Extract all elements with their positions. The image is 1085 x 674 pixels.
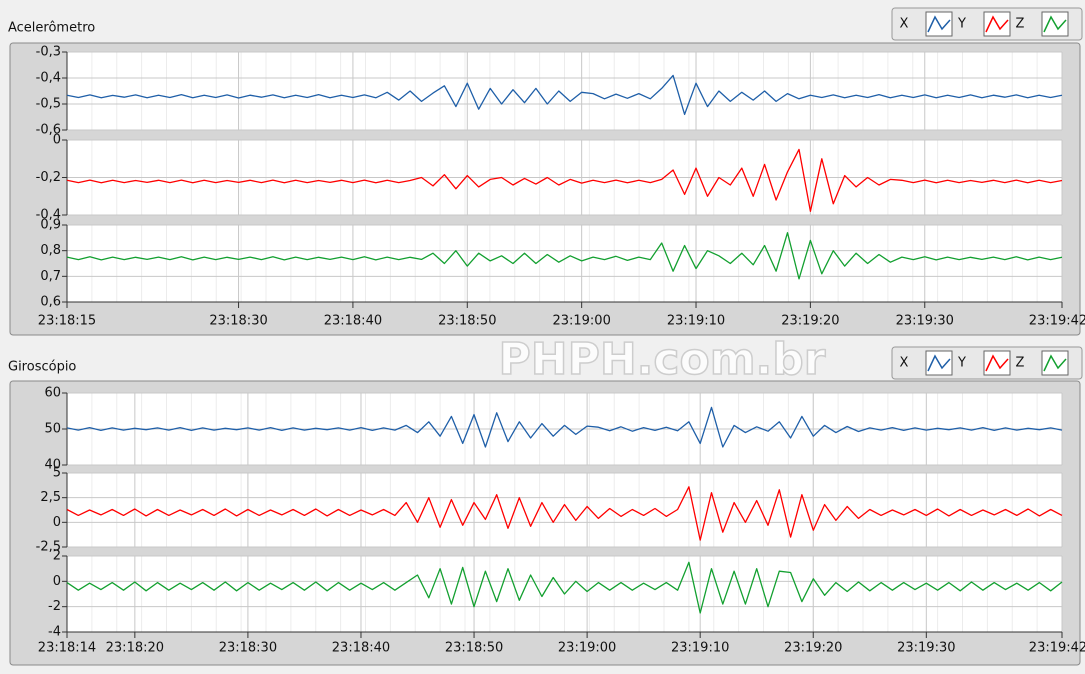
y-tick-label: -0,6 [36, 123, 61, 138]
y-tick-label: -0,5 [36, 97, 61, 112]
y-tick-label: 40 [44, 458, 61, 473]
x-tick-label: 23:18:40 [324, 314, 382, 329]
legend-label: Y [957, 17, 966, 32]
watermark: PHPH.com.br [499, 334, 826, 385]
y-tick-label: -0,4 [36, 208, 61, 223]
y-tick-label: 0,9 [40, 218, 61, 233]
y-tick-label: -0,3 [36, 45, 61, 60]
y-tick-label: -4 [48, 625, 61, 640]
series-line [66, 232, 1063, 280]
legend-swatch [1043, 354, 1067, 372]
y-tick-label: -2 [48, 599, 61, 614]
legend-icon [925, 11, 953, 37]
y-tick-label: 0 [53, 574, 61, 589]
legend-swatch [985, 15, 1009, 33]
x-tick-label: 23:19:20 [784, 641, 842, 656]
y-tick-label: -0,4 [36, 71, 61, 86]
x-tick-label: 23:19:00 [552, 314, 610, 329]
series-line [66, 486, 1063, 541]
y-tick-label: 0,7 [40, 269, 61, 284]
x-tick-label: 23:19:42 [1029, 314, 1085, 329]
y-tick-label: 60 [44, 386, 61, 401]
series-line [66, 561, 1063, 614]
legend-label: X [900, 356, 909, 371]
series-line [66, 148, 1063, 212]
legend-swatch [927, 15, 951, 33]
y-tick-label: 0,8 [40, 243, 61, 258]
x-tick-label: 23:19:30 [897, 641, 955, 656]
legend-swatch [1043, 15, 1067, 33]
y-tick-label: 50 [44, 422, 61, 437]
chart-title: Acelerômetro [8, 21, 95, 36]
legend-swatch [927, 354, 951, 372]
legend-swatch [985, 354, 1009, 372]
legend-label: Z [1016, 17, 1025, 32]
legend-label: X [900, 17, 909, 32]
x-tick-label: 23:18:50 [438, 314, 496, 329]
x-tick-label: 23:18:30 [209, 314, 267, 329]
x-tick-label: 23:18:30 [219, 641, 277, 656]
x-tick-label: 23:19:30 [896, 314, 954, 329]
series-line [66, 74, 1063, 116]
y-tick-label: 2 [53, 549, 61, 564]
y-tick-label: 0 [53, 133, 61, 148]
legend-label: Y [957, 356, 966, 371]
y-tick-label: -0,2 [36, 170, 61, 185]
x-tick-label: 23:18:14 [38, 641, 96, 656]
x-tick-label: 23:18:50 [445, 641, 503, 656]
series-line [66, 406, 1063, 448]
chart-title: Giroscópio [8, 360, 76, 375]
y-tick-label: -2,5 [36, 540, 61, 555]
y-tick-label: 2,5 [40, 490, 61, 505]
x-tick-label: 23:19:10 [667, 314, 725, 329]
y-tick-label: 0,6 [40, 295, 61, 310]
x-tick-label: 23:19:00 [558, 641, 616, 656]
y-tick-label: 0 [53, 515, 61, 530]
x-tick-label: 23:19:20 [781, 314, 839, 329]
x-tick-label: 23:18:40 [332, 641, 390, 656]
x-tick-label: 23:19:42 [1029, 641, 1085, 656]
x-tick-label: 23:18:15 [38, 314, 96, 329]
x-tick-label: 23:18:20 [106, 641, 164, 656]
x-tick-label: 23:19:10 [671, 641, 729, 656]
y-tick-label: 5 [53, 466, 61, 481]
legend-label: Z [1016, 356, 1025, 371]
